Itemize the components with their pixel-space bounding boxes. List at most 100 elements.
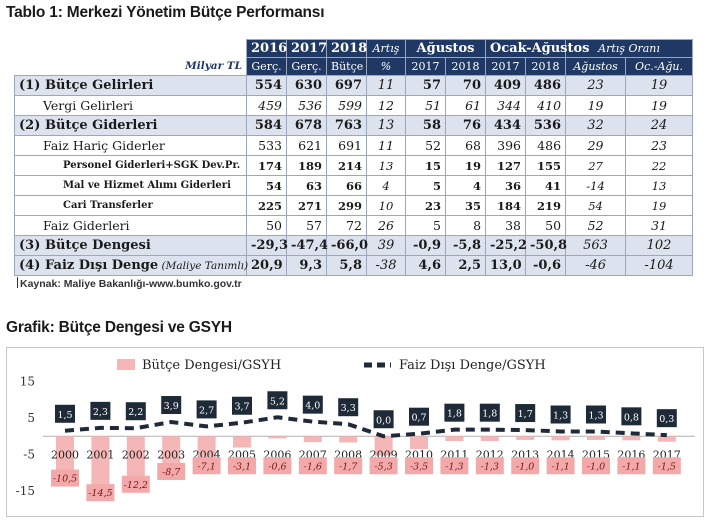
table-cell: -38 [366,255,406,276]
bar-value-label: -1,1 [622,461,640,472]
unit-label: Milyar TL [14,57,247,76]
row-label: Vergi Gelirleri [14,95,247,116]
bar-label-box [546,457,575,475]
bar-value-label: -8,7 [162,467,181,478]
col-2017: 2017 [286,39,327,58]
row-label-text: Vergi Gelirleri [43,98,133,113]
bar-label-box [617,457,646,475]
table-cell: 621 [286,135,327,156]
table-cell: 63 [286,175,327,196]
budget-balance-chart: Bütçe Dengesi/GSYH Faiz Dışı Denge/GSYH 15… [16,358,695,502]
row-number: (1) [19,78,41,93]
line-value-label: 3,9 [164,401,179,412]
table-cell: 8 [444,215,487,236]
subheader: 2018 [444,57,487,76]
bar-budget-balance [516,436,535,440]
table-cell: 536 [525,115,567,136]
table-cell: 599 [326,95,367,116]
col-artis: Artış [366,39,406,58]
line-value-label: 1,3 [553,411,568,422]
bar-label-box [228,457,256,475]
table-cell: 4,6 [405,255,446,276]
table-cell: 344 [485,95,527,116]
table-cell: 22 [625,155,694,176]
table-row: Cari Transferler 225 271 299 10 23 35 184 219 54 1… [14,195,694,216]
table-cell: 54 [246,175,287,196]
y-tick-label: -15 [16,484,35,498]
line-label-box [409,407,429,426]
bar-label-box [475,457,504,475]
table-cell: 38 [485,215,527,236]
bar-value-label: -1,6 [304,461,322,472]
table-cell: 13 [366,115,406,136]
table-row: (2) Bütçe Giderleri 584 678 763 13 58 76 434 536 3… [14,115,694,136]
line-value-label: 2,7 [199,405,214,416]
table-cell: -0,6 [525,255,567,276]
table-cell: 214 [326,155,367,176]
table-cell: 486 [525,135,567,156]
table-cell: 58 [405,115,446,136]
table-cell: 19 [444,155,487,176]
table-title: Tablo 1: Merkezi Yönetim Bütçe Performan… [6,4,325,21]
table-cell: 76 [444,115,487,136]
subheader: Gerç. [246,57,287,76]
table-cell: -46 [565,255,627,276]
table-cell: 19 [625,95,694,116]
row-label: Mal ve Hizmet Alımı Giderleri [14,175,247,196]
bar-value-label: -5,3 [374,461,392,472]
line-value-label: 1,3 [588,411,603,422]
y-tick-label: -5 [23,448,35,462]
line-label-box [550,405,571,424]
row-label: Faiz Giderleri [14,215,247,236]
bar-value-label: -1,1 [551,461,569,472]
bar-budget-balance [339,436,358,443]
bar-budget-balance [622,436,641,441]
line-label-box [444,403,465,422]
table-cell: 396 [485,135,527,156]
bar-label-box [263,457,292,475]
bar-label-box [298,457,327,475]
row-label-text: Faiz Dışı Denge [45,258,159,273]
table-cell: 584 [246,115,287,136]
table-cell: -47,4 [286,235,328,256]
row-label-text: Bütçe Gelirleri [45,78,154,93]
bar-budget-balance [91,436,110,490]
bar-budget-balance [126,436,145,481]
table-cell: 61 [444,95,487,116]
table-cell: 271 [286,195,327,216]
col-ocak-agustos: Ocak-Ağustos [485,39,590,58]
bar-value-label: -12,2 [124,480,148,491]
table-cell: 678 [286,115,327,136]
table-cell: 5 [405,175,446,196]
row-label-text: Mal ve Hizmet Alımı Giderleri [63,180,231,191]
table-cell: 29 [565,135,627,156]
table-cell: 23 [405,195,446,216]
bar-value-label: -14,5 [88,488,112,499]
table-row: Vergi Gelirleri 459 536 599 12 51 61 344 410 19 19 [14,95,694,116]
table-cell: 31 [625,215,694,236]
table-cell: 15 [405,155,446,176]
bar-value-label: -3,5 [410,461,428,472]
y-tick-label: 5 [27,411,35,425]
table-cell: 12 [366,95,406,116]
table-cell: 50 [525,215,567,236]
bar-label-box [511,457,540,475]
table-cell: 691 [326,135,367,156]
header-row-1: 2016 2017 2018 Artış Ağustos Ocak-Ağusto… [14,39,694,58]
line-label-box [479,403,500,422]
row-label-text: Faiz Hariç Giderler [43,138,165,153]
table-cell: 2,5 [444,255,487,276]
line-value-label: 0,8 [624,412,639,423]
table-row: Mal ve Hizmet Alımı Giderleri 54 63 66 4 5 4 36… [14,175,694,196]
line-label-box [90,401,111,420]
bar-budget-balance [410,436,428,450]
row-label: (1) Bütçe Gelirleri [14,75,247,96]
line-label-box [656,409,677,428]
col-artis-orani: Artış Oranı [565,39,694,58]
line-label-box [302,395,323,414]
table-cell: 225 [246,195,287,216]
line-value-label: 4,0 [305,401,320,412]
table-cell: 41 [525,175,567,196]
bar-label-box [86,484,115,502]
row-label: Faiz Hariç Giderler [14,135,247,156]
